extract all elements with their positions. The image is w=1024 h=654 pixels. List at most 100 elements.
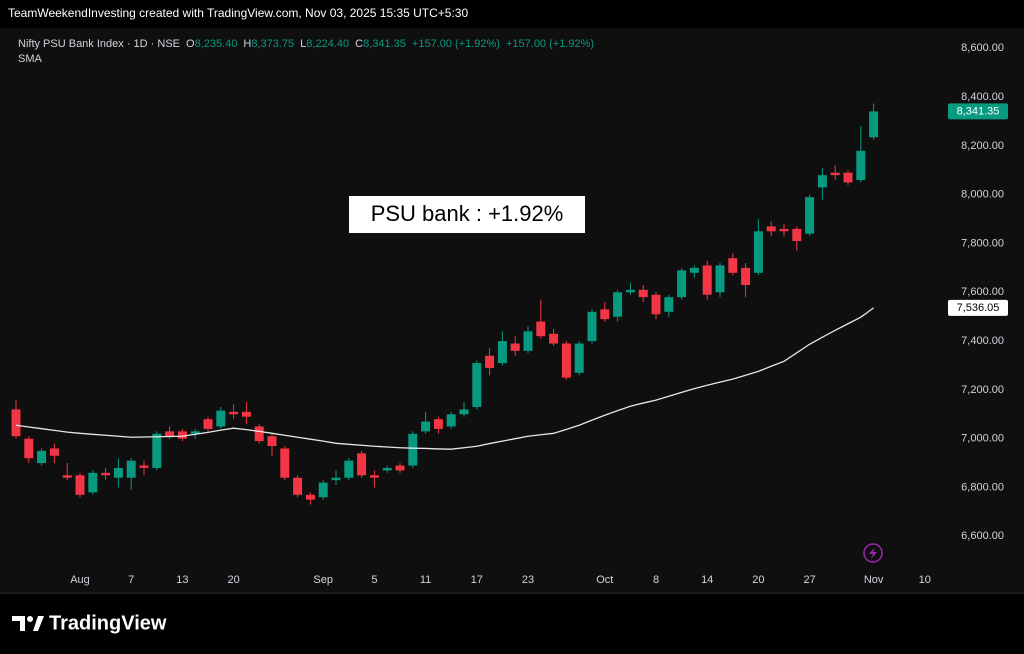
candle-body xyxy=(792,228,802,242)
candle-body xyxy=(241,411,251,417)
candle-body xyxy=(677,270,687,298)
candle-body xyxy=(344,460,354,478)
candle-body xyxy=(24,438,34,459)
candle-body xyxy=(625,289,635,293)
candle-body xyxy=(203,419,213,429)
ohlc-key: O xyxy=(186,38,195,50)
y-tick-label: 7,600.00 xyxy=(961,286,1004,298)
candle-body xyxy=(715,265,725,293)
x-tick-label: 5 xyxy=(371,574,377,586)
candle-body xyxy=(651,294,661,315)
y-tick-label: 7,000.00 xyxy=(961,433,1004,445)
candle-body xyxy=(600,309,610,320)
logo-part xyxy=(33,616,44,631)
x-tick-label: 8 xyxy=(653,574,659,586)
sma-line xyxy=(15,307,874,450)
ohlc-key: H xyxy=(243,38,251,50)
candle-body xyxy=(229,411,239,415)
last-price-tag xyxy=(948,103,1008,120)
x-tick-label: 27 xyxy=(803,574,815,586)
last-price-label: 8,341.35 xyxy=(957,105,1000,117)
candle-body xyxy=(497,341,507,364)
candle-body xyxy=(369,475,379,478)
annotation-box xyxy=(349,196,585,233)
legend-sma: SMA xyxy=(18,53,43,65)
sma-price-tag xyxy=(948,299,1008,316)
ohlc-value: 8,341.35 xyxy=(363,38,406,50)
brand-name: TradingView xyxy=(49,612,167,634)
x-tick-label: 10 xyxy=(919,574,931,586)
candle-body xyxy=(728,258,738,273)
candle-body xyxy=(664,297,674,312)
candle-body xyxy=(331,477,341,481)
ohlc-key: C xyxy=(355,38,363,50)
candle-body xyxy=(433,419,443,429)
candle-body xyxy=(638,289,648,298)
y-tick-label: 7,800.00 xyxy=(961,237,1004,249)
candle-body xyxy=(843,172,853,183)
y-tick-label: 8,000.00 xyxy=(961,189,1004,201)
ohlc-value: 8,235.40 xyxy=(195,38,238,50)
candle-body xyxy=(165,431,175,437)
candle-body xyxy=(766,226,776,232)
candle-body xyxy=(779,228,789,232)
ohlc-value: 8,373.75 xyxy=(251,38,294,50)
x-tick-label: 20 xyxy=(752,574,764,586)
x-tick-label: 13 xyxy=(176,574,188,586)
candle-body xyxy=(805,197,815,234)
ohlc-key: L xyxy=(300,38,306,50)
candle-body xyxy=(472,363,482,407)
candle-body xyxy=(856,150,866,181)
plot xyxy=(11,103,879,505)
y-tick-label: 6,600.00 xyxy=(961,530,1004,542)
x-tick-label: 23 xyxy=(522,574,534,586)
candle-body xyxy=(126,460,136,478)
candle-body xyxy=(485,355,495,368)
icon-ring xyxy=(863,543,883,563)
candle-body xyxy=(254,426,264,442)
candle-body xyxy=(37,450,47,464)
candle-body xyxy=(702,265,712,295)
candle-body xyxy=(459,409,469,415)
x-tick-label: Oct xyxy=(596,574,613,586)
candle-body xyxy=(318,482,328,498)
candle-body xyxy=(510,343,520,351)
candle-body xyxy=(152,433,162,468)
candle-body xyxy=(280,448,290,478)
annotation: PSU bank : +1.92% xyxy=(371,201,564,226)
chart-panel xyxy=(0,28,1024,594)
candle-body xyxy=(382,467,392,471)
candle-body xyxy=(75,475,85,495)
y-tick-label: 7,400.00 xyxy=(961,335,1004,347)
chart-title: TeamWeekendInvesting created with Tradin… xyxy=(8,6,468,20)
candle-body xyxy=(817,175,827,188)
y-tick-label: 6,800.00 xyxy=(961,481,1004,493)
x-tick-label: 14 xyxy=(701,574,713,586)
indicator-icon[interactable] xyxy=(863,543,883,563)
candle-body xyxy=(267,436,277,447)
candle-body xyxy=(549,333,559,344)
series-name: Nifty PSU Bank Index · 1D · NSE xyxy=(18,38,180,50)
candle-body xyxy=(357,453,367,476)
candle-body xyxy=(689,267,699,273)
candle-body xyxy=(139,465,149,468)
y-tick-label: 8,200.00 xyxy=(961,140,1004,152)
x-tick-label: 11 xyxy=(420,574,431,586)
x-tick-label: 7 xyxy=(128,574,134,586)
x-tick-label: Sep xyxy=(313,574,333,586)
candle-body xyxy=(753,231,763,273)
candle-body xyxy=(216,410,226,427)
candle-body xyxy=(830,172,840,176)
candle-body xyxy=(536,321,546,337)
y-tick-label: 8,600.00 xyxy=(961,42,1004,54)
x-tick-label: Aug xyxy=(70,574,90,586)
candle-body xyxy=(741,267,751,285)
candle-body xyxy=(446,414,456,427)
candle-body xyxy=(190,431,200,434)
logo-part xyxy=(12,616,25,631)
candle-body xyxy=(421,421,431,432)
candle-body xyxy=(49,448,59,456)
logo-part xyxy=(27,616,33,622)
candle-body xyxy=(523,331,533,351)
